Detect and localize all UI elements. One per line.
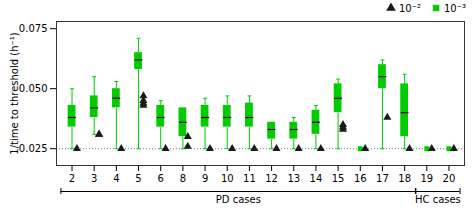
svg-text:HC cases: HC cases bbox=[415, 194, 461, 205]
svg-text:5: 5 bbox=[135, 173, 141, 184]
svg-text:19: 19 bbox=[420, 173, 433, 184]
svg-text:3: 3 bbox=[91, 173, 97, 184]
svg-text:PD cases: PD cases bbox=[216, 194, 261, 205]
svg-text:14: 14 bbox=[310, 173, 323, 184]
svg-text:2: 2 bbox=[69, 173, 75, 184]
svg-text:6: 6 bbox=[158, 173, 164, 184]
svg-text:0.025: 0.025 bbox=[19, 143, 48, 154]
svg-text:18: 18 bbox=[398, 173, 411, 184]
svg-text:15: 15 bbox=[332, 173, 345, 184]
svg-text:13: 13 bbox=[287, 173, 300, 184]
svg-text:9: 9 bbox=[202, 173, 208, 184]
html-text:10⁻³: 10⁻³ bbox=[444, 2, 466, 14]
svg-text:11: 11 bbox=[243, 173, 256, 184]
svg-text:16: 16 bbox=[354, 173, 367, 184]
svg-text:0.050: 0.050 bbox=[19, 83, 48, 94]
svg-text:4: 4 bbox=[113, 173, 119, 184]
svg-text:1/time to threshold (h⁻¹): 1/time to threshold (h⁻¹) bbox=[9, 32, 20, 155]
svg-text:20: 20 bbox=[443, 173, 456, 184]
svg-text:8: 8 bbox=[180, 173, 186, 184]
html-text:10⁻²: 10⁻² bbox=[399, 2, 421, 14]
svg-text:0.075: 0.075 bbox=[19, 23, 48, 34]
svg-text:17: 17 bbox=[376, 173, 389, 184]
svg-text:12: 12 bbox=[265, 173, 278, 184]
svg-text:10: 10 bbox=[221, 173, 234, 184]
